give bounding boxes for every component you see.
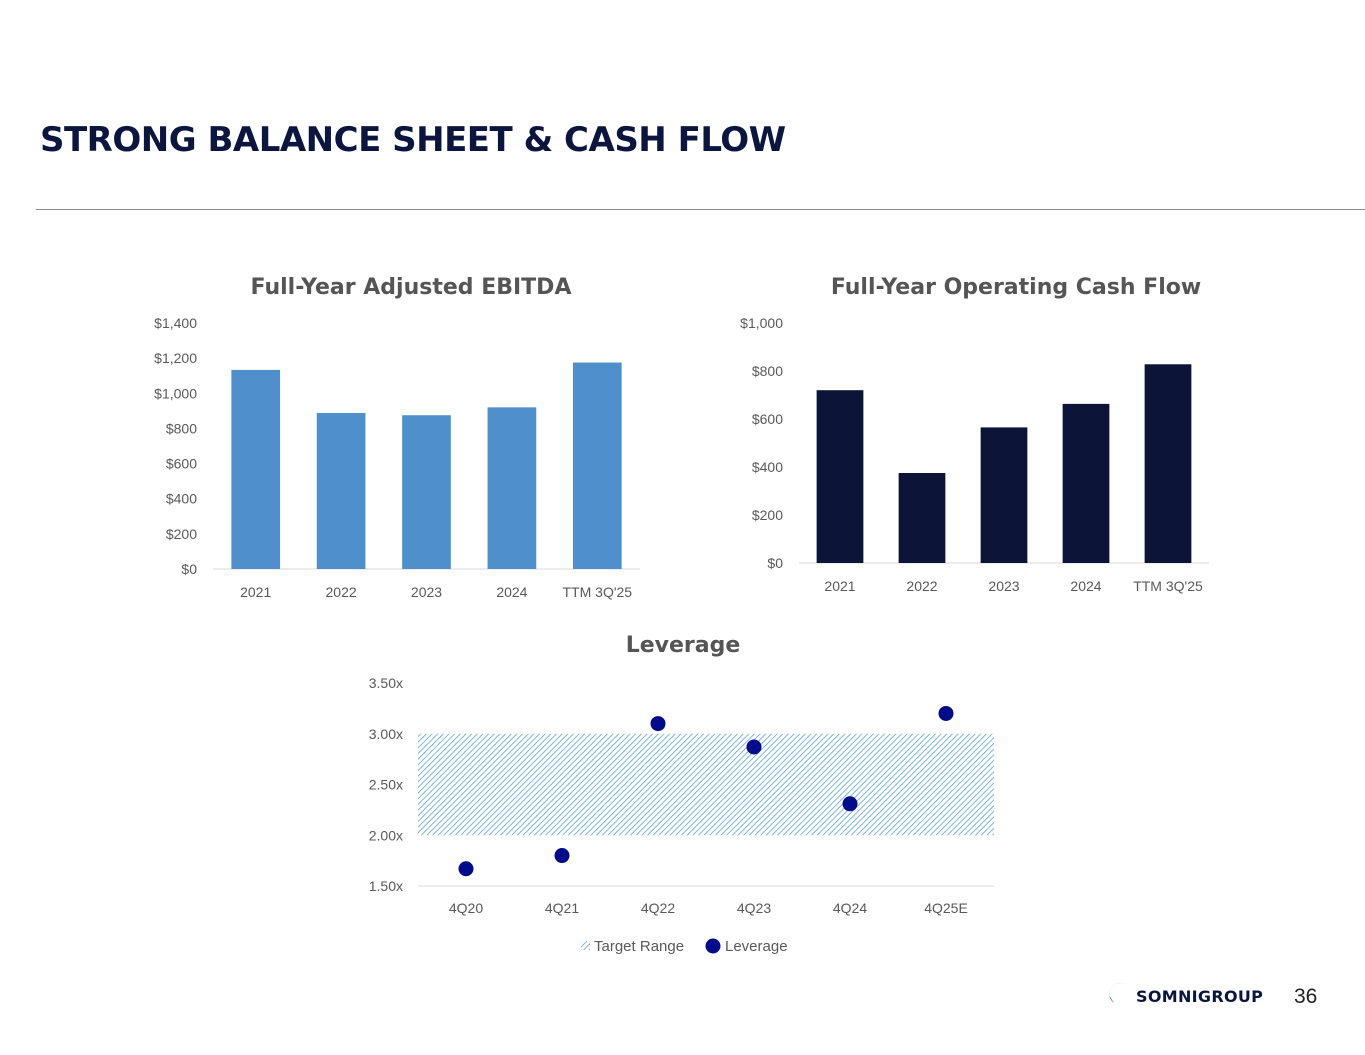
leverage-point <box>650 716 666 732</box>
ebitda-chart-title: Full-Year Adjusted EBITDA <box>251 275 572 300</box>
ocf-chart: Full-Year Operating Cash Flow $0 $200 $400… <box>740 275 1209 594</box>
ocf-bar <box>898 473 946 563</box>
ocf-xtick-label: 2022 <box>906 578 937 594</box>
ebitda-bar <box>572 362 622 569</box>
ebitda-xtick-label: 2023 <box>411 584 442 600</box>
ocf-bar <box>816 390 864 563</box>
ebitda-bar <box>487 407 537 569</box>
page-number: 36 <box>1294 985 1318 1008</box>
leverage-point <box>842 796 858 812</box>
ocf-ytick-label: $200 <box>752 507 783 523</box>
ocf-xtick-label: TTM 3Q'25 <box>1133 578 1203 594</box>
legend-leverage-marker <box>705 938 721 954</box>
ebitda-ytick-label: $600 <box>166 456 197 472</box>
leverage-point <box>458 861 474 877</box>
ebitda-chart: Full-Year Adjusted EBITDA $0 $200 $400 $600… <box>154 275 640 600</box>
target-range-band <box>418 733 994 836</box>
page-title: STRONG BALANCE SHEET & CASH FLOW <box>40 120 786 160</box>
leverage-chart: Leverage 1.50x 2.00x 2.50x 3.00x 3.50x 4Q20 4… <box>369 633 994 955</box>
leverage-xtick-label: 4Q20 <box>449 900 483 916</box>
leverage-point <box>554 848 570 864</box>
logo-mark-icon <box>1103 979 1126 1013</box>
legend-target-range-swatch <box>581 941 590 950</box>
leverage-ytick-label: 3.00x <box>369 726 403 742</box>
legend-target-range-label: Target Range <box>594 938 684 955</box>
title-divider <box>36 209 1365 210</box>
legend-leverage-label: Leverage <box>725 938 788 955</box>
ebitda-xtick-label: TTM 3Q'25 <box>563 584 633 600</box>
leverage-ytick-label: 3.50x <box>369 675 403 691</box>
ocf-bar <box>1062 403 1110 563</box>
ocf-chart-title: Full-Year Operating Cash Flow <box>831 275 1201 300</box>
ebitda-ytick-label: $0 <box>181 561 197 577</box>
ebitda-ytick-label: $1,200 <box>154 350 197 366</box>
ebitda-xtick-label: 2022 <box>326 584 357 600</box>
ocf-xtick-label: 2024 <box>1070 578 1101 594</box>
ocf-xtick-label: 2021 <box>824 578 855 594</box>
ebitda-ytick-label: $200 <box>166 526 197 542</box>
ocf-ytick-label: $0 <box>767 555 783 571</box>
ocf-ytick-label: $400 <box>752 459 783 475</box>
ebitda-ytick-label: $400 <box>166 491 197 507</box>
ocf-xtick-label: 2023 <box>988 578 1019 594</box>
ocf-bar <box>980 427 1028 563</box>
ebitda-ytick-label: $800 <box>166 420 197 436</box>
leverage-ytick-label: 2.00x <box>369 827 403 843</box>
leverage-xtick-label: 4Q24 <box>833 900 867 916</box>
ebitda-bar <box>316 412 366 569</box>
ebitda-ytick-label: $1,400 <box>154 315 197 331</box>
leverage-xtick-label: 4Q22 <box>641 900 675 916</box>
ebitda-xtick-label: 2024 <box>496 584 527 600</box>
leverage-ytick-label: 1.50x <box>369 878 403 894</box>
leverage-xtick-label: 4Q23 <box>737 900 771 916</box>
leverage-ytick-label: 2.50x <box>369 777 403 793</box>
leverage-point <box>938 705 954 721</box>
ocf-ytick-label: $1,000 <box>740 315 783 331</box>
leverage-point <box>746 739 762 755</box>
company-logo: SOMNIGROUP <box>1100 976 1263 1016</box>
ebitda-bar <box>231 369 281 569</box>
ocf-ytick-label: $800 <box>752 363 783 379</box>
ebitda-ytick-label: $1,000 <box>154 385 197 401</box>
ocf-bar <box>1144 364 1192 563</box>
leverage-chart-title: Leverage <box>626 633 741 658</box>
ebitda-bar <box>402 415 451 569</box>
leverage-xtick-label: 4Q25E <box>924 900 968 916</box>
leverage-xtick-label: 4Q21 <box>545 900 579 916</box>
logo-text: SOMNIGROUP <box>1136 986 1264 1006</box>
ebitda-xtick-label: 2021 <box>240 584 271 600</box>
ocf-ytick-label: $600 <box>752 411 783 427</box>
